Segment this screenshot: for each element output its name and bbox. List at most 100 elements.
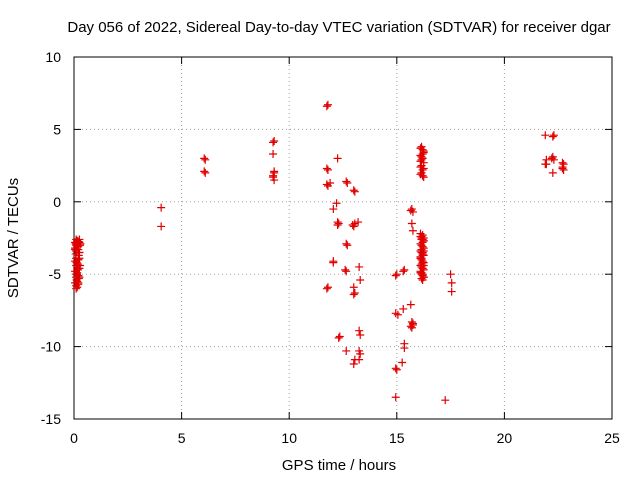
data-point	[446, 270, 455, 279]
data-point	[270, 168, 279, 177]
data-point	[323, 283, 332, 292]
data-point	[548, 132, 557, 141]
data-point	[75, 273, 84, 282]
data-point	[342, 177, 351, 186]
axis-ticks	[73, 56, 613, 420]
plot-frame	[73, 56, 613, 420]
y-tick-labels: -15 -10 -5 0 5 10	[41, 49, 61, 427]
data-point	[399, 304, 408, 313]
data-point	[200, 167, 209, 176]
data-point	[356, 349, 365, 358]
data-point	[73, 283, 82, 292]
data-point	[333, 220, 342, 229]
data-point	[72, 261, 81, 270]
x-tick-label: 10	[281, 430, 297, 446]
data-point	[391, 393, 400, 402]
data-point	[419, 148, 428, 157]
x-tick-label: 5	[178, 430, 186, 446]
data-point	[75, 248, 84, 257]
data-point	[269, 150, 278, 159]
data-point	[408, 226, 417, 235]
data-point	[326, 178, 335, 187]
data-point	[418, 171, 427, 180]
data-point	[406, 206, 415, 215]
data-point	[349, 283, 358, 292]
data-point	[270, 136, 279, 145]
data-point	[419, 261, 428, 270]
data-point	[418, 270, 427, 279]
x-tick-label: 0	[70, 430, 78, 446]
data-point	[355, 326, 364, 335]
x-tick-label: 25	[604, 430, 620, 446]
data-point	[407, 323, 416, 332]
data-point	[335, 332, 344, 341]
data-point	[392, 270, 401, 279]
data-point	[418, 251, 427, 260]
data-point	[350, 187, 359, 196]
data-point	[400, 265, 409, 274]
x-tick-label: 15	[389, 430, 405, 446]
data-point	[447, 278, 456, 287]
y-tick-label: 5	[53, 121, 61, 137]
data-point	[354, 218, 363, 227]
y-tick-label: 10	[45, 49, 61, 65]
data-point	[349, 290, 358, 299]
grid-lines	[74, 57, 612, 419]
data-point	[398, 358, 407, 367]
data-point	[406, 300, 415, 309]
data-point	[355, 262, 364, 271]
data-point	[549, 155, 558, 164]
y-tick-label: -5	[49, 266, 62, 282]
data-point	[419, 234, 428, 242]
data-point	[322, 164, 331, 173]
data-points	[71, 100, 568, 405]
data-point	[399, 267, 408, 276]
data-point	[74, 278, 83, 287]
data-point	[201, 155, 210, 164]
data-point	[75, 235, 84, 244]
x-axis-label: GPS time / hours	[282, 457, 396, 474]
data-point	[408, 207, 417, 216]
data-point	[356, 331, 365, 340]
data-point	[333, 154, 342, 163]
data-point	[332, 199, 341, 208]
y-tick-label: 0	[53, 194, 61, 210]
data-point	[74, 255, 83, 264]
data-point	[392, 365, 401, 374]
y-tick-label: -10	[41, 339, 61, 355]
data-point	[323, 100, 332, 109]
chart-title: Day 056 of 2022, Sidereal Day-to-day VTE…	[67, 19, 610, 36]
data-point	[341, 265, 350, 274]
data-point	[334, 333, 343, 342]
data-point	[391, 309, 400, 318]
data-point	[356, 275, 365, 284]
data-point	[547, 154, 556, 163]
data-point	[391, 271, 400, 280]
data-point	[441, 396, 450, 405]
data-point	[349, 359, 358, 368]
x-tick-labels: 0 5 10 15 20 25	[70, 430, 620, 446]
data-point	[393, 310, 402, 319]
data-point	[391, 364, 400, 373]
data-point	[200, 154, 209, 163]
data-point	[541, 131, 550, 140]
data-point	[349, 186, 358, 195]
data-point	[329, 258, 338, 267]
data-point	[342, 239, 351, 248]
data-point	[342, 346, 351, 355]
data-point	[418, 154, 427, 163]
x-tick-label: 20	[497, 430, 513, 446]
data-point	[334, 219, 343, 228]
y-axis-label: SDTVAR / TECUs	[5, 178, 22, 298]
data-point	[342, 267, 351, 276]
data-point	[270, 176, 279, 185]
data-point	[447, 287, 456, 296]
data-point	[157, 222, 166, 231]
data-point	[541, 160, 550, 169]
data-point	[418, 238, 427, 247]
data-point	[322, 284, 331, 293]
y-tick-label: -15	[41, 411, 61, 427]
data-point	[419, 164, 428, 173]
data-point	[548, 168, 557, 177]
